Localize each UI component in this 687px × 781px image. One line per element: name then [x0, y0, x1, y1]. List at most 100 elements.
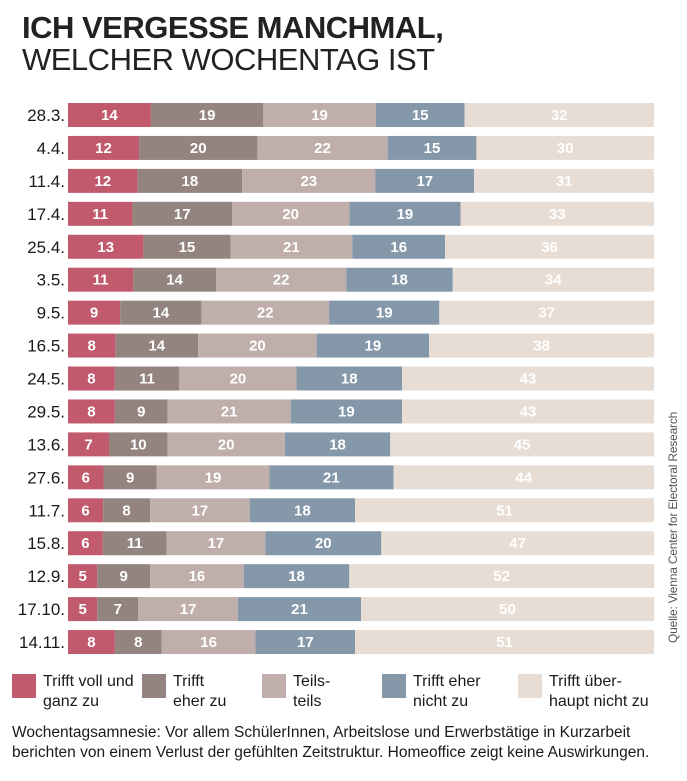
data-label: 43	[520, 371, 537, 388]
data-label: 6	[82, 469, 90, 486]
data-label: 32	[551, 107, 568, 124]
bar-segment-s5	[429, 333, 654, 358]
data-label: 30	[557, 140, 574, 157]
y-tick-label: 14.11.	[19, 633, 65, 652]
bar-segment-s2	[102, 531, 167, 556]
data-label: 43	[520, 403, 537, 420]
data-label: 12	[94, 173, 111, 190]
data-label: 5	[78, 601, 86, 618]
data-label: 22	[273, 272, 290, 289]
y-tick-label: 17.4.	[27, 205, 65, 224]
data-label: 9	[90, 305, 98, 322]
stacked-bar-chart: 28.3. 14 19 19 15 32 4.4. 12 20 22 15 30 11.4. 12 18 23…	[18, 103, 654, 655]
legend-label-1: Trifft voll und ganz zu	[43, 673, 134, 710]
legend-swatch-3	[262, 674, 286, 698]
data-label: 17	[174, 206, 191, 223]
bar-segment-s2	[137, 168, 243, 193]
bar-segment-s2	[109, 432, 168, 457]
y-tick-label: 27.6.	[27, 468, 65, 487]
data-label: 5	[78, 568, 86, 585]
bar-segment-s3	[198, 333, 317, 358]
data-label: 18	[341, 371, 358, 388]
bar-segment-s4	[375, 168, 475, 193]
bar-segment-s1	[68, 531, 103, 556]
data-label: 34	[545, 272, 562, 289]
y-tick-label: 11.7.	[28, 501, 65, 520]
y-tick-label: 17.10.	[18, 600, 65, 619]
data-label: 17	[180, 601, 197, 618]
data-label: 21	[291, 601, 308, 618]
data-label: 47	[509, 535, 526, 552]
data-label: 19	[397, 206, 414, 223]
legend-label-2: Trifft eher zu	[173, 673, 227, 710]
data-label: 52	[493, 568, 510, 585]
data-label: 21	[283, 239, 300, 256]
bar-segment-s4	[243, 564, 350, 589]
bar-segment-s4	[269, 465, 394, 490]
data-label: 16	[390, 239, 407, 256]
data-label: 19	[364, 338, 381, 355]
data-label: 17	[208, 535, 225, 552]
data-label: 8	[87, 634, 95, 651]
data-label: 31	[556, 173, 573, 190]
data-label: 8	[134, 634, 142, 651]
data-label: 15	[412, 107, 429, 124]
bar-segment-s3	[263, 103, 376, 127]
bar-segment-s1	[68, 267, 134, 292]
data-label: 11	[139, 371, 155, 388]
bar-segment-s1	[68, 432, 110, 457]
bar-segment-s2	[114, 399, 168, 424]
bar-segment-s3	[156, 465, 270, 490]
data-label: 19	[338, 403, 355, 420]
bar-segment-s3	[150, 564, 244, 589]
source-note: Quelle: Vienna Center for Electoral Rese…	[666, 411, 680, 643]
data-label: 7	[114, 601, 122, 618]
bar-segment-s2	[103, 498, 151, 523]
legend-label-3: Teils- teils	[293, 673, 331, 710]
bar-segment-s5	[439, 300, 654, 325]
data-label: 9	[137, 403, 145, 420]
data-label: 18	[288, 568, 305, 585]
y-tick-label: 13.6.	[27, 435, 65, 454]
legend-swatch-4	[382, 674, 406, 698]
data-label: 21	[221, 403, 238, 420]
data-label: 20	[218, 436, 235, 453]
bar-segment-s3	[167, 399, 291, 424]
data-label: 18	[181, 173, 198, 190]
data-label: 20	[282, 206, 299, 223]
bar-segment-s5	[402, 399, 654, 424]
data-label: 37	[538, 305, 555, 322]
bar-segment-s4	[290, 399, 403, 424]
y-tick-label: 9.5.	[37, 304, 65, 323]
bar-segment-s3	[257, 135, 388, 160]
bar-segment-s2	[97, 597, 139, 622]
bar-segment-s1	[68, 234, 144, 259]
data-label: 9	[119, 568, 127, 585]
bar-segment-s4	[375, 103, 465, 127]
data-label: 51	[496, 634, 513, 651]
data-label: 20	[190, 140, 207, 157]
data-label: 21	[323, 469, 340, 486]
bar-segment-s4	[352, 234, 446, 259]
data-label: 18	[294, 502, 311, 519]
bar-segment-s5	[452, 267, 654, 292]
data-label: 51	[496, 502, 513, 519]
bar-segment-s5	[349, 564, 654, 589]
bar-segment-s4	[237, 597, 361, 622]
bar-segment-s5	[474, 168, 654, 193]
chart-title-line-1: ICH VERGESSE MANCHMAL,	[22, 10, 444, 45]
data-label: 15	[424, 140, 441, 157]
bar-segment-s1	[68, 465, 104, 490]
data-label: 16	[189, 568, 206, 585]
bar-segment-s3	[166, 531, 266, 556]
data-label: 17	[192, 502, 209, 519]
data-label: 20	[315, 535, 332, 552]
bar-segment-s4	[255, 630, 356, 655]
bar-segment-s2	[114, 366, 180, 391]
data-label: 12	[95, 140, 112, 157]
bar-segment-s4	[284, 432, 391, 457]
bar-segment-s2	[133, 267, 216, 292]
bar-segment-s1	[68, 564, 98, 589]
bar-segment-s1	[68, 135, 140, 160]
data-label: 17	[297, 634, 314, 651]
